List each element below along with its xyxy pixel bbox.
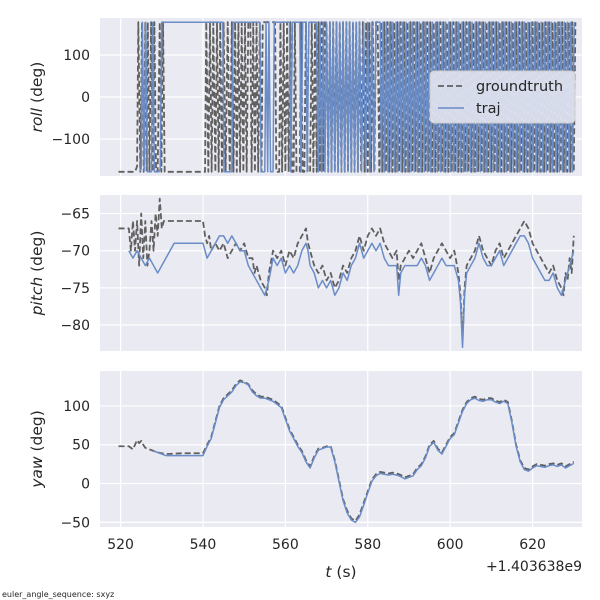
x-axis-var: t	[325, 563, 332, 581]
y-tick-label-roll: −100	[52, 132, 90, 148]
series-line-groundtruth-yaw	[118, 379, 575, 522]
y-axis-var-pitch: pitch	[28, 277, 46, 317]
x-tick-label: 600	[437, 537, 464, 553]
x-axis-label: t (s)	[325, 563, 356, 581]
legend-label-traj: traj	[476, 101, 501, 117]
y-axis-var-roll: roll	[28, 107, 46, 132]
panel-yaw: 100 50 0 −50 yaw (deg)	[28, 371, 582, 531]
y-axis-var-yaw: yaw	[28, 456, 46, 489]
y-tick-label-pitch: −75	[60, 281, 90, 297]
series-line-groundtruth-pitch	[118, 197, 575, 341]
y-tick-label-roll: 100	[63, 48, 90, 64]
panel-pitch: −65 −70 −75 −80 pitch (deg)	[28, 195, 582, 351]
x-tick-label: 540	[190, 537, 217, 553]
x-tick-label: 520	[107, 537, 134, 553]
series-line-traj-roll	[138, 21, 575, 173]
y-tick-label-roll: 0	[81, 90, 90, 106]
x-axis-unit: (s)	[331, 563, 356, 581]
y-axis-unit-yaw: (deg)	[28, 410, 46, 456]
footnote: euler_angle_sequence: sxyz	[2, 590, 114, 599]
series-group-pitch	[118, 197, 575, 349]
x-tick-label: 620	[519, 537, 546, 553]
y-tick-label-yaw: 100	[63, 399, 90, 415]
series-group-yaw	[118, 379, 575, 524]
y-axis-label-pitch: pitch (deg)	[28, 231, 46, 317]
y-axis-label-yaw: yaw (deg)	[28, 410, 46, 489]
series-line-traj-yaw	[153, 381, 575, 524]
y-tick-label-pitch: −80	[60, 318, 90, 334]
y-tick-label-pitch: −65	[60, 207, 90, 223]
y-tick-label-yaw: 50	[72, 438, 90, 454]
y-axis-label-roll: roll (deg)	[28, 62, 46, 133]
legend-box	[429, 70, 576, 124]
x-axis: 520 540 560 580 600 620 t (s) +1.403638e9	[107, 537, 582, 581]
legend-label-groundtruth: groundtruth	[476, 79, 563, 95]
x-tick-label: 580	[354, 537, 381, 553]
series-line-traj-pitch	[128, 235, 575, 349]
y-axis-unit-roll: (deg)	[28, 62, 46, 108]
y-tick-label-pitch: −70	[60, 244, 90, 260]
y-tick-label-yaw: −50	[60, 515, 90, 531]
y-tick-label-yaw: 0	[81, 477, 90, 493]
plot-area-yaw	[100, 371, 582, 527]
x-offset-label: +1.403638e9	[486, 559, 582, 575]
y-axis-unit-pitch: (deg)	[28, 231, 46, 277]
x-tick-label: 560	[272, 537, 299, 553]
series-group-roll	[118, 21, 577, 173]
legend: groundtruth traj	[429, 70, 576, 124]
